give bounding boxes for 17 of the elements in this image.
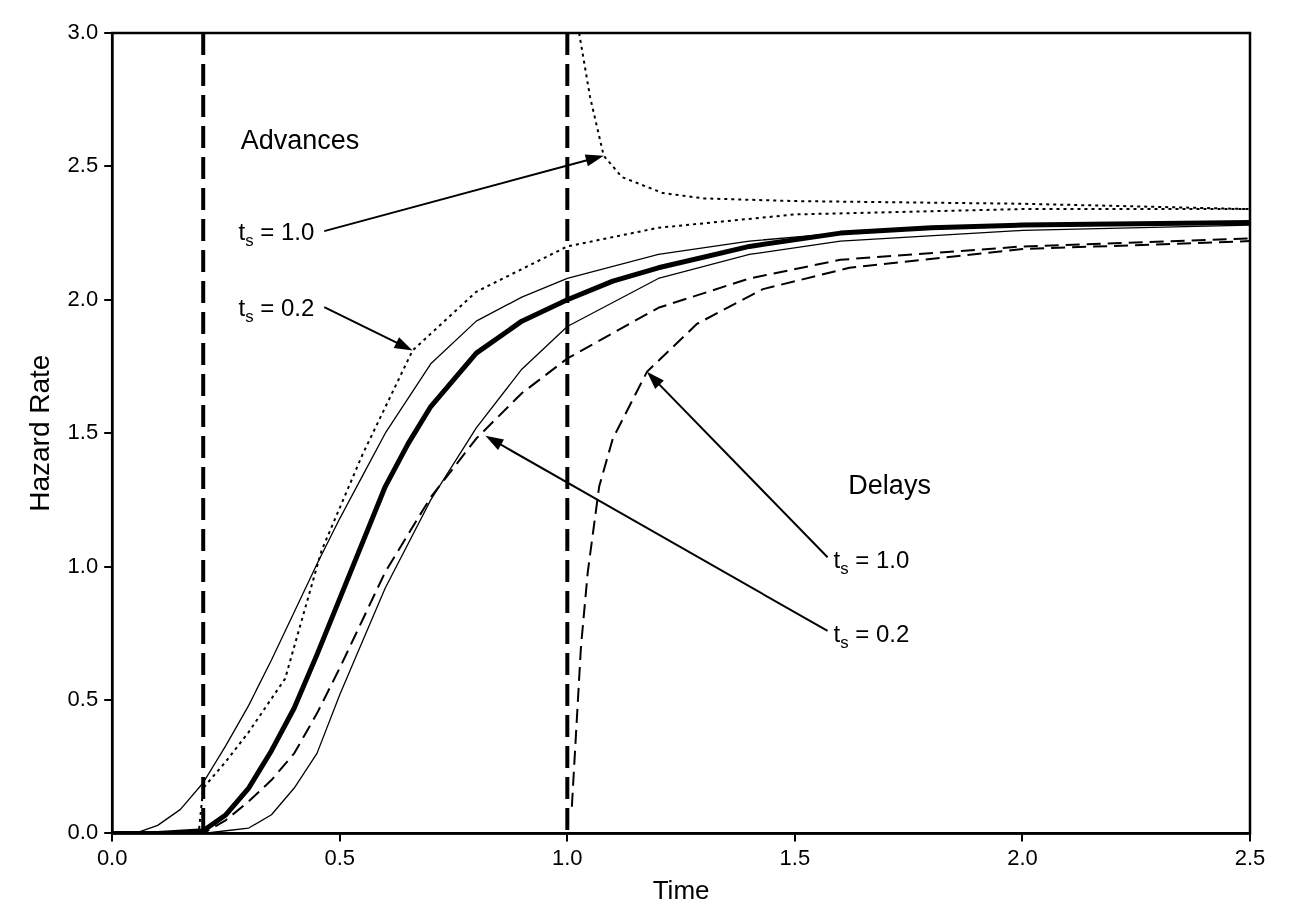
x-tick-label: 2.0 [1007, 844, 1038, 870]
x-axis-title: Time [652, 874, 710, 905]
annotation: Delays [848, 470, 931, 501]
y-tick-label: 1.5 [67, 419, 99, 445]
y-tick-label: 0.5 [67, 686, 99, 712]
y-tick-label: 3.0 [67, 19, 99, 45]
x-tick-label: 1.5 [779, 844, 811, 870]
y-tick-label: 2.0 [67, 285, 99, 311]
x-tick-label: 1.0 [552, 844, 583, 870]
y-axis-title: Hazard Rate [23, 354, 55, 512]
x-tick-label: 2.5 [1234, 844, 1266, 870]
y-tick-label: 0.0 [67, 819, 99, 845]
y-tick-label: 1.0 [67, 552, 99, 578]
x-tick-label: 0.5 [324, 844, 356, 870]
x-tick-label: 0.0 [96, 844, 128, 870]
y-tick-label: 2.5 [67, 152, 99, 178]
annotation: Advances [240, 124, 360, 155]
